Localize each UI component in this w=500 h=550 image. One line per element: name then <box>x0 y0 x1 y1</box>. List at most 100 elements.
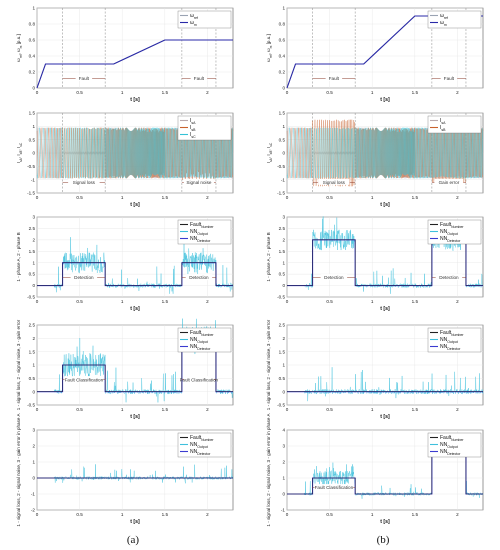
x-tick-label: 2 <box>456 195 459 200</box>
legend-label: ωm <box>190 20 197 27</box>
y-axis-label: IsA, IsB, IsC <box>266 142 273 163</box>
y-tick-label: 0.5 <box>29 272 36 277</box>
legend-label: FaultNumber <box>440 435 464 442</box>
y-axis-label: 1 - signal loss, 2 - signal noise, 3 - g… <box>266 319 271 410</box>
x-tick-label: 2 <box>206 407 209 412</box>
y-tick-label: 0.5 <box>29 376 36 381</box>
annotation-bg <box>434 178 464 185</box>
y-tick-label: 2 <box>282 336 285 341</box>
legend-label: IsC <box>190 132 196 139</box>
y-tick-label: 2.5 <box>279 323 286 328</box>
x-axis-label: t [s] <box>380 414 390 420</box>
y-tick-label: 0 <box>282 492 285 497</box>
x-tick-label: 0 <box>286 299 289 304</box>
legend-label: NNDetector <box>190 236 211 243</box>
annotation-label: Signal loss <box>323 180 346 185</box>
annotation-bg <box>435 274 463 281</box>
y-tick-label: -1.5 <box>27 191 35 196</box>
legend-label: NNDetector <box>440 344 461 351</box>
chart-a4: 0 0.5 1 1.5 2-0.500.511.522.5t [s]1 - signal… <box>16 318 234 420</box>
x-tick-label: 1 <box>371 299 374 304</box>
chart-b4: 0 0.5 1 1.5 2-0.500.511.522.5t [s]1 - signal… <box>266 319 484 420</box>
y-tick-label: 0.4 <box>279 54 286 59</box>
y-tick-label: 1.5 <box>29 249 36 254</box>
legend-label: ωm <box>440 20 447 27</box>
x-tick-label: 0 <box>286 90 289 95</box>
x-tick-label: 1.5 <box>162 90 169 95</box>
x-axis-label: t [s] <box>380 306 390 312</box>
y-tick-label: 1 <box>32 124 35 129</box>
y-tick-label: 0.2 <box>279 70 286 75</box>
y-tick-label: 2.5 <box>29 226 36 231</box>
legend-label: IsB <box>190 125 196 132</box>
annotation-label: Fault <box>444 76 455 81</box>
x-axis-label: t [s] <box>130 414 140 420</box>
caption-b: (b) <box>377 534 390 546</box>
annotation-label: Fault <box>194 76 205 81</box>
x-tick-label: 1 <box>371 90 374 95</box>
x-tick-label: 0 <box>36 299 39 304</box>
y-tick-label: 0.5 <box>279 137 286 142</box>
x-tick-label: 1.5 <box>412 90 419 95</box>
x-axis-label: t [s] <box>380 202 390 208</box>
y-tick-label: 1 <box>32 260 35 265</box>
x-axis-label: t [s] <box>130 202 140 208</box>
y-tick-label: 1 <box>32 363 35 368</box>
y-tick-label: 3 <box>32 428 35 433</box>
y-tick-label: 3 <box>282 215 285 220</box>
x-tick-label: 1 <box>371 512 374 517</box>
series-line <box>36 127 234 179</box>
annotation-label: Fault Classification <box>180 377 219 382</box>
x-tick-label: 2 <box>456 299 459 304</box>
annotation-bg <box>318 178 350 185</box>
y-tick-label: 3 <box>32 215 35 220</box>
legend-label: IsB <box>440 125 446 132</box>
y-tick-label: 0.6 <box>29 38 36 43</box>
legend-label: ωref <box>190 13 198 20</box>
y-tick-label: 1.5 <box>279 349 286 354</box>
y-tick-label: -1 <box>31 492 36 497</box>
y-axis-label: 1 - phase A, 2 - phase B <box>266 232 271 281</box>
y-tick-label: 1 <box>32 6 35 11</box>
y-tick-label: 2.5 <box>279 226 286 231</box>
chart-b1: 0 0.5 1 1.5 2 0 0.2 0.4 0.6 0.8 1 t [s] ωref, ωm [p.… <box>266 6 484 103</box>
annotation-bg <box>325 74 343 81</box>
y-axis-label: 1 - signal loss, 2 - signal noise, 3 - g… <box>16 319 21 410</box>
x-tick-label: 1.5 <box>412 407 419 412</box>
x-tick-label: 1.5 <box>162 195 169 200</box>
x-tick-label: 2 <box>456 407 459 412</box>
y-tick-label: -0.5 <box>27 164 35 169</box>
x-tick-label: 2 <box>206 90 209 95</box>
legend-box <box>177 10 232 29</box>
legend-box <box>427 10 482 29</box>
annotation-bg <box>64 376 104 383</box>
annotation-label: Detection <box>189 275 209 280</box>
y-tick-label: 2 <box>32 444 35 449</box>
y-tick-label: 1 <box>282 6 285 11</box>
legend-label: FaultNumber <box>190 330 214 337</box>
annotation-label: Detection <box>439 275 459 280</box>
annotation-label: Fault <box>329 76 340 81</box>
x-axis-label: t [s] <box>380 519 390 525</box>
x-tick-label: 2 <box>456 90 459 95</box>
annotation-label: Detection <box>324 275 344 280</box>
legend-label: NNOutput <box>440 229 458 236</box>
y-tick-label: 1 <box>282 124 285 129</box>
legend-box <box>427 115 482 134</box>
y-tick-label: 0 <box>32 86 35 91</box>
y-axis-label: IsA, IsB, IsC <box>16 142 23 163</box>
series-line <box>286 127 484 179</box>
y-tick-label: 0.8 <box>29 22 36 27</box>
legend-label: FaultNumber <box>440 330 464 337</box>
series-line <box>36 127 234 179</box>
x-tick-label: 2 <box>206 512 209 517</box>
y-axis-label: 1 - signal loss, 2 - signal noise, 3 - g… <box>16 413 21 527</box>
x-axis-label: t [s] <box>130 97 140 103</box>
legend-label: IsA <box>440 118 446 125</box>
x-tick-label: 0.5 <box>76 90 83 95</box>
series-line <box>287 445 483 495</box>
x-tick-label: 2 <box>206 299 209 304</box>
annotation-label: Signal noise <box>186 180 211 185</box>
y-tick-label: 1 <box>32 460 35 465</box>
